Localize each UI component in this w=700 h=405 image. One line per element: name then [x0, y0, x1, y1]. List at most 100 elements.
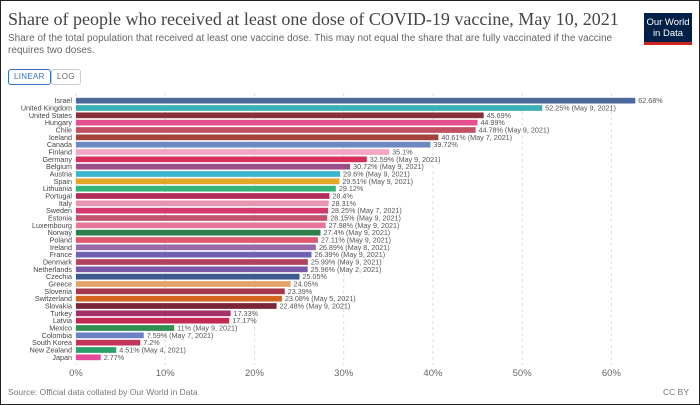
bar-poland — [76, 237, 318, 243]
value-label-norway: 27.4% (May 9, 2021) — [323, 228, 390, 237]
category-label-south-korea: South Korea — [32, 338, 72, 347]
bar-iceland — [76, 134, 439, 141]
value-label-colombia: 7.59% (May 7, 2021) — [147, 331, 214, 340]
bar-luxembourg — [76, 222, 326, 229]
category-label-luxembourg: Luxembourg — [32, 221, 72, 230]
bar-belgium — [76, 163, 351, 170]
logo-line-1: Our World — [646, 17, 690, 28]
category-label-portugal: Portugal — [45, 192, 72, 201]
category-label-latvia: Latvia — [53, 316, 72, 325]
bar-mexico — [76, 325, 175, 331]
bar-israel — [76, 97, 636, 104]
x-tick-label: 0% — [69, 368, 83, 379]
value-label-switzerland: 23.08% (May 5, 2021) — [285, 294, 356, 303]
bar-greece — [76, 281, 291, 287]
category-label-estonia: Estonia — [48, 214, 72, 223]
value-label-finland: 35.1% — [392, 148, 413, 157]
value-label-chile: 44.78% (May 9, 2021) — [479, 126, 550, 135]
x-tick-label: 60% — [602, 368, 622, 379]
license-link[interactable]: CC BY — [663, 387, 689, 397]
x-tick-label: 50% — [513, 368, 533, 379]
value-label-denmark: 25.99% (May 9, 2021) — [311, 258, 382, 267]
category-label-turkey: Turkey — [50, 309, 72, 318]
bar-ireland — [76, 244, 316, 251]
x-tick-label: 30% — [334, 368, 354, 379]
x-tick-label: 20% — [245, 368, 265, 379]
category-label-switzerland: Switzerland — [35, 294, 72, 303]
category-label-denmark: Denmark — [43, 258, 73, 267]
bar-netherlands — [76, 266, 308, 273]
owid-logo[interactable]: Our World in Data — [644, 13, 692, 45]
category-label-new-zealand: New Zealand — [30, 346, 72, 355]
category-label-slovakia: Slovakia — [45, 302, 72, 311]
value-label-united-states: 45.69% — [487, 111, 512, 120]
value-label-belgium: 30.72% (May 9, 2021) — [353, 162, 424, 171]
bar-canada — [76, 141, 431, 148]
bar-denmark — [76, 259, 308, 265]
bar-switzerland — [76, 295, 282, 302]
logo-line-2: in Data — [652, 28, 684, 39]
category-label-lithuania: Lithuania — [43, 184, 72, 193]
category-label-italy: Italy — [59, 199, 73, 208]
category-label-united-kingdom: United Kingdom — [21, 104, 72, 113]
value-label-czechia: 25.05% — [303, 272, 328, 281]
bar-chile — [76, 127, 476, 133]
value-label-austria: 29.6% (May 9, 2021) — [343, 170, 410, 179]
value-label-italy: 28.31% — [332, 199, 357, 208]
linear-scale-button[interactable]: LINEAR — [8, 69, 51, 85]
source-note[interactable]: Source: Official data collated by Our Wo… — [8, 387, 198, 397]
category-label-netherlands: Netherlands — [33, 265, 72, 274]
bar-new-zealand — [76, 347, 117, 353]
value-label-portugal: 28.4% — [332, 192, 353, 201]
category-label-united-states: United States — [29, 111, 73, 120]
value-label-greece: 24.05% — [294, 280, 319, 289]
bar-spain — [76, 178, 340, 185]
x-tick-label: 40% — [423, 368, 443, 379]
bar-czechia — [76, 273, 300, 280]
value-label-sweden: 28.25% (May 7, 2021) — [331, 206, 402, 215]
log-scale-button[interactable]: LOG — [51, 69, 81, 85]
chart-subtitle: Share of the total population that recei… — [8, 33, 613, 56]
bar-sweden — [76, 207, 329, 214]
value-label-japan: 2.77% — [104, 353, 125, 362]
value-label-israel: 62.68% — [638, 96, 663, 105]
category-label-mexico: Mexico — [49, 324, 72, 333]
bar-south-korea — [76, 339, 141, 346]
category-label-czechia: Czechia — [46, 272, 72, 281]
value-label-netherlands: 25.96% (May 2, 2021) — [311, 265, 382, 274]
bar-italy — [76, 200, 329, 207]
category-label-iceland: Iceland — [49, 133, 72, 142]
bar-united-kingdom — [76, 105, 543, 111]
bar-lithuania — [76, 185, 336, 192]
x-tick-label: 10% — [156, 368, 176, 379]
value-label-canada: 39.72% — [433, 140, 458, 149]
category-label-poland: Poland — [50, 236, 72, 245]
category-label-spain: Spain — [54, 177, 72, 186]
bar-slovenia — [76, 288, 285, 295]
chart-title: Share of people who received at least on… — [8, 9, 619, 29]
category-label-colombia: Colombia — [42, 331, 72, 340]
value-label-iceland: 40.61% (May 7, 2021) — [441, 133, 512, 142]
category-label-chile: Chile — [56, 126, 72, 135]
value-label-france: 26.39% (May 9, 2021) — [314, 250, 385, 259]
bar-norway — [76, 229, 321, 236]
value-label-spain: 29.51% (May 9, 2021) — [342, 177, 413, 186]
category-label-hungary: Hungary — [45, 118, 73, 127]
bar-portugal — [76, 193, 330, 199]
category-label-canada: Canada — [47, 140, 72, 149]
bar-japan — [76, 354, 101, 361]
category-label-ireland: Ireland — [50, 243, 72, 252]
category-label-germany: Germany — [42, 155, 72, 164]
bar-hungary — [76, 119, 478, 126]
value-label-lithuania: 29.12% — [339, 184, 364, 193]
bar-france — [76, 251, 312, 258]
value-label-slovenia: 23.39% — [288, 287, 313, 296]
value-label-mexico: 11% (May 9, 2021) — [177, 324, 237, 333]
bar-colombia — [76, 332, 144, 339]
category-label-norway: Norway — [48, 228, 73, 237]
value-label-united-kingdom: 52.25% (May 9, 2021) — [545, 104, 616, 113]
value-label-turkey: 17.33% — [234, 309, 259, 318]
value-label-estonia: 28.15% (May 9, 2021) — [330, 214, 401, 223]
value-label-hungary: 44.99% — [480, 118, 505, 127]
